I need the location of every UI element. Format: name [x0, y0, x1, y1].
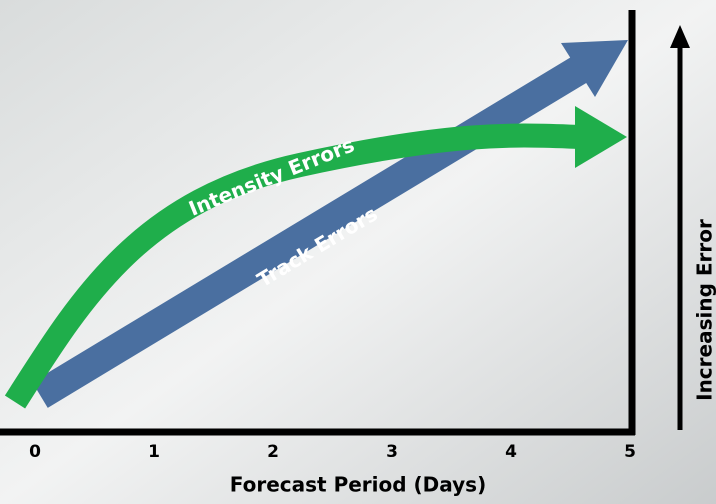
x-tick-label: 3: [386, 442, 398, 462]
diagram: Intensity Errors Track Errors Increasing…: [0, 0, 716, 504]
x-tick-label: 2: [267, 442, 279, 462]
x-tick-label: 5: [624, 442, 636, 462]
y-axis-label: Increasing Error: [693, 219, 716, 401]
x-tick-label: 4: [505, 442, 517, 462]
x-tick-label: 1: [148, 442, 160, 462]
background: [0, 0, 716, 504]
x-axis-label: Forecast Period (Days): [230, 473, 486, 497]
x-tick-label: 0: [29, 442, 41, 462]
